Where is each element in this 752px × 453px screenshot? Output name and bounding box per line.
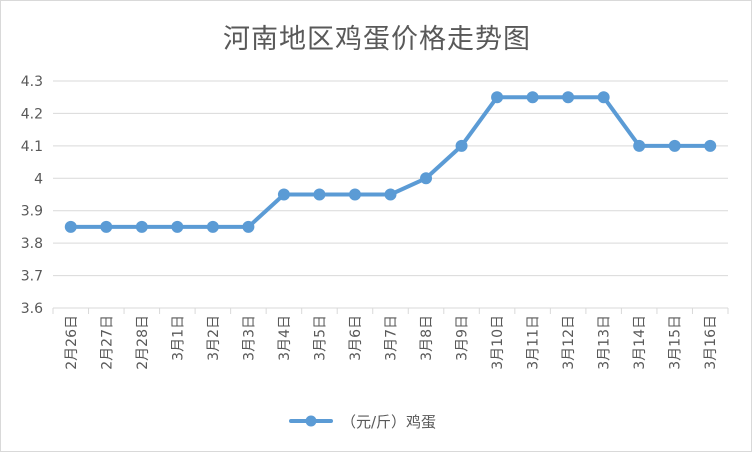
data-point — [313, 188, 326, 201]
x-tick-label: 2月28日 — [135, 315, 151, 370]
data-point — [597, 91, 610, 104]
x-tick-label: 3月11日 — [526, 315, 542, 370]
series-line — [68, 95, 713, 229]
data-point — [348, 188, 361, 201]
data-point — [171, 220, 184, 233]
data-point — [668, 139, 681, 152]
x-tick-label: 3月7日 — [384, 315, 400, 361]
data-point — [206, 220, 219, 233]
y-tick-label: 4.3 — [21, 74, 43, 90]
data-point — [277, 188, 290, 201]
x-tick-label: 3月1日 — [170, 315, 186, 361]
x-tick-label: 3月5日 — [312, 315, 328, 361]
x-tick-label: 2月26日 — [64, 315, 80, 370]
data-point — [64, 220, 77, 233]
data-point — [242, 220, 255, 233]
y-tick-label: 4.1 — [21, 139, 43, 155]
y-tick-label: 3.7 — [21, 269, 43, 285]
data-point — [562, 91, 575, 104]
legend-marker — [305, 415, 317, 427]
y-tick-label: 3.9 — [21, 204, 43, 220]
x-tick-label: 3月9日 — [455, 315, 471, 361]
y-tick-label: 3.8 — [21, 236, 43, 252]
data-point — [633, 139, 646, 152]
x-tick-label: 3月8日 — [419, 315, 435, 361]
data-point — [384, 188, 397, 201]
x-tick-label: 3月10日 — [490, 315, 506, 370]
data-point — [100, 220, 113, 233]
y-tick-label: 3.6 — [21, 301, 43, 317]
y-tick-label: 4.2 — [21, 106, 43, 122]
data-point — [420, 172, 433, 185]
x-tick-label: 2月27日 — [99, 315, 115, 370]
x-tick-label: 3月13日 — [597, 315, 613, 370]
x-tick-label: 3月16日 — [703, 315, 719, 370]
x-tick-label: 3月3日 — [241, 315, 257, 361]
data-point — [704, 139, 717, 152]
data-point — [526, 91, 539, 104]
data-point — [135, 220, 148, 233]
x-tick-label: 3月14日 — [632, 315, 648, 370]
x-tick-label: 3月12日 — [561, 315, 577, 370]
y-tick-label: 4 — [34, 171, 43, 187]
x-tick-label: 3月15日 — [668, 315, 684, 370]
x-tick-label: 3月2日 — [206, 315, 222, 361]
chart-title: 河南地区鸡蛋价格走势图 — [223, 24, 531, 55]
data-point — [455, 139, 468, 152]
legend-label: （元/斤）鸡蛋 — [341, 413, 436, 431]
x-tick-label: 3月4日 — [277, 315, 293, 361]
data-point — [491, 91, 504, 104]
x-tick-label: 3月6日 — [348, 315, 364, 361]
